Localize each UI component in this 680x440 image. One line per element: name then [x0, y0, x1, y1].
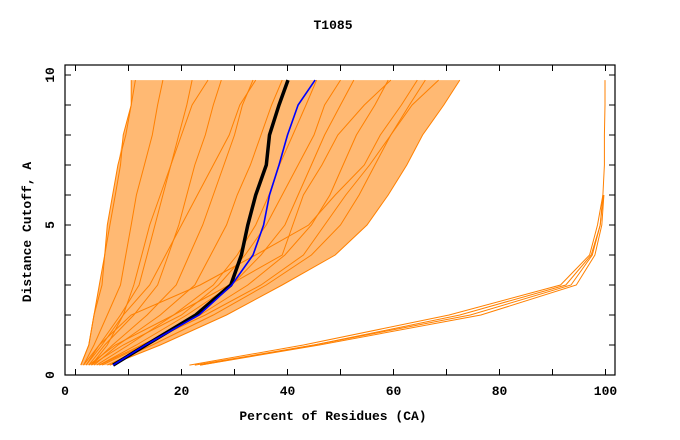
model-curve-4: [88, 79, 222, 366]
model-curve-15: [99, 79, 439, 366]
model-curve-13: [88, 79, 392, 366]
model-curve-21: [200, 194, 605, 366]
y-tick-label: 0: [43, 371, 58, 379]
model-curve-6: [93, 79, 283, 366]
model-curve-18: [91, 79, 341, 366]
blue-highlight-curve: [112, 79, 316, 366]
x-axis-label: Percent of Residues (CA): [239, 409, 426, 424]
model-curve-16: [91, 79, 209, 366]
model-curve-14: [83, 79, 418, 366]
black-highlight-curve: [112, 79, 290, 367]
model-curve-2: [83, 79, 164, 366]
model-curve-22: [200, 194, 604, 366]
x-tick-label: 80: [492, 384, 508, 399]
model-curve-5: [91, 79, 254, 366]
model-curve-19: [189, 80, 606, 366]
x-tick-label: 40: [280, 384, 296, 399]
x-tick-label: 20: [174, 384, 190, 399]
y-tick-label: 10: [43, 67, 58, 83]
x-tick-label: 60: [386, 384, 402, 399]
model-density-area: [80, 80, 460, 366]
y-axis-label: Distance Cutoff, A: [20, 162, 35, 303]
chart-title: T1085: [313, 18, 352, 33]
model-curve-3: [85, 79, 193, 366]
model-curve-7: [96, 79, 318, 366]
model-curve-17: [85, 79, 257, 366]
x-tick-label: 0: [61, 384, 69, 399]
model-curve-12: [80, 80, 132, 366]
model-curve-11: [109, 79, 461, 366]
model-curve-8: [99, 79, 355, 366]
x-tick-label: 100: [594, 384, 618, 399]
model-curve-10: [107, 79, 426, 366]
y-tick-label: 5: [43, 221, 58, 229]
